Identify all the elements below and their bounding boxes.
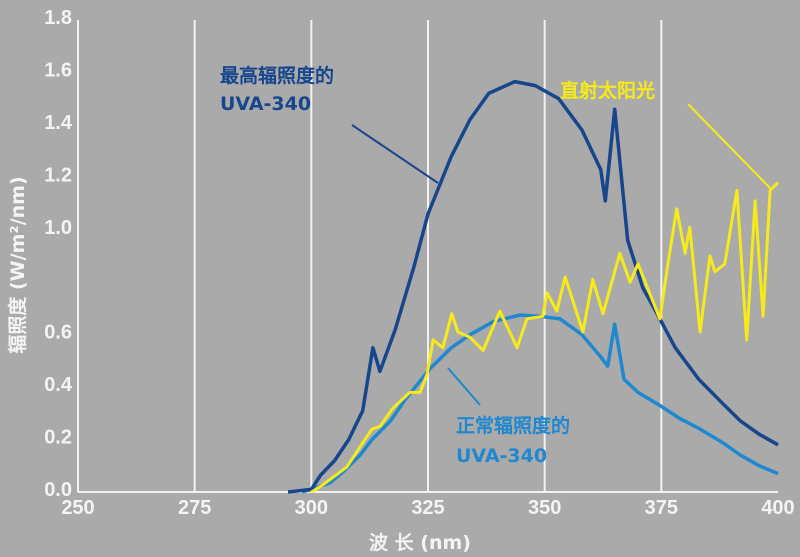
y-tick-label: 0.4: [44, 374, 73, 396]
x-tick-label: 400: [761, 497, 794, 519]
series-line-1: [301, 313, 779, 494]
y-tick-label: 1.0: [44, 217, 72, 239]
leader-line-normal: [447, 367, 481, 406]
y-axis-label: 辐照度 (W/m²/nm): [6, 176, 29, 353]
y-tick-label: 1.2: [44, 164, 72, 186]
x-tick-label: 300: [295, 497, 328, 519]
y-tick-label: 1.4: [44, 112, 73, 134]
y-tick-label: 0.0: [44, 479, 72, 501]
y-tick-label: 0.6: [44, 322, 72, 344]
x-tick-label: 375: [645, 497, 678, 519]
series-label-normal-line2: UVA-340: [456, 445, 547, 467]
x-tick-label: 325: [411, 497, 444, 519]
x-tick-label: 250: [61, 497, 94, 519]
x-tick-label: 275: [178, 497, 211, 519]
series-label-high-line1: 最高辐照度的: [220, 64, 334, 87]
y-tick-label: 1.8: [44, 7, 72, 29]
x-axis-label: 波 长 (nm): [369, 531, 471, 554]
x-tick-label: 350: [528, 497, 561, 519]
leader-line-sun: [687, 103, 771, 189]
series-label-normal-line1: 正常辐照度的: [456, 414, 570, 437]
series-line-0: [287, 79, 779, 494]
series-label-high-line2: UVA-340: [220, 93, 311, 115]
y-tick-label: 0.2: [44, 427, 72, 449]
leader-line-high: [351, 124, 439, 184]
y-tick-label: 1.6: [44, 59, 72, 81]
series-label-sun: 直射太阳光: [560, 79, 655, 102]
series-line-2: [310, 181, 780, 494]
